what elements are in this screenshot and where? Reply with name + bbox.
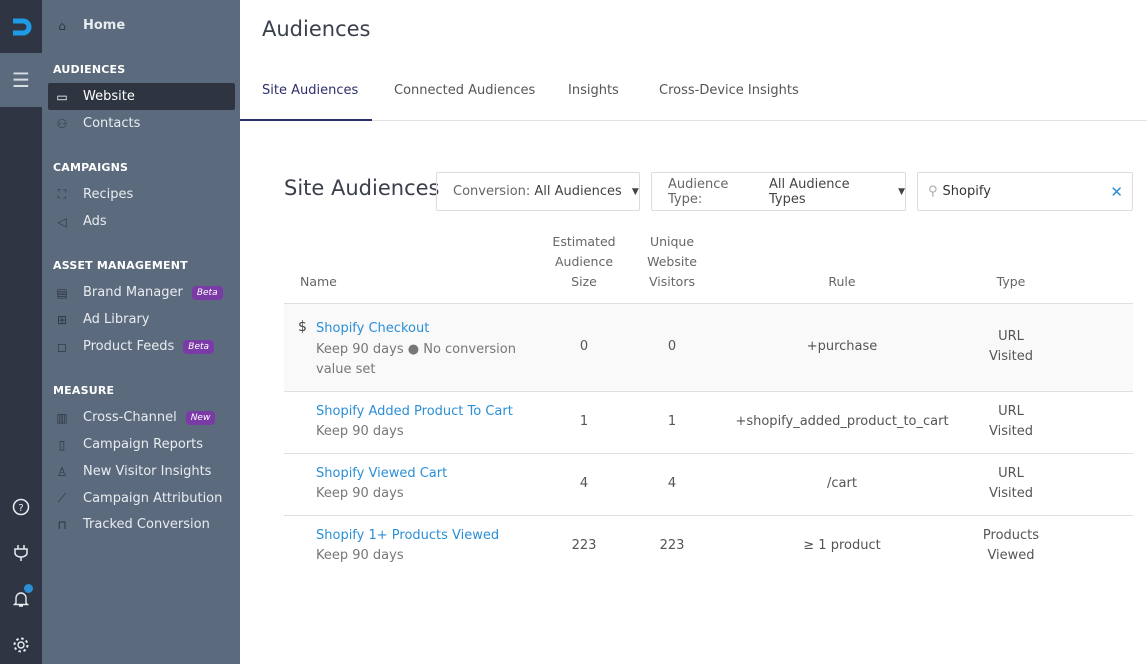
section-asset-management: ASSET MANAGEMENT [53,259,188,272]
beta-badge: Beta [191,285,223,300]
rule: /cart [827,476,857,491]
section-audiences: AUDIENCES [53,63,126,76]
col-name: Name [300,274,337,289]
line-chart-icon: ⟋ [57,491,67,505]
new-badge: New [185,410,216,425]
audience-details: Keep 90 days [316,548,404,563]
sidebar-item-product-feeds[interactable]: ◻ Product Feeds Beta [48,333,235,360]
section-measure: MEASURE [53,384,115,397]
type: URL Visited [989,329,1033,364]
audiences-table: $ Shopify Checkout Keep 90 days ● No con… [284,303,1133,578]
id-card-icon: ▤ [56,285,68,300]
plug-icon[interactable] [0,544,42,566]
bell-icon[interactable] [0,584,42,612]
type: Products Viewed [982,528,1040,563]
tab-site-audiences[interactable]: Site Audiences [262,83,359,98]
sidebar-item-website[interactable]: ▭ Website [48,83,235,110]
report-icon: ▯ [58,437,66,452]
tab-insights[interactable]: Insights [568,83,619,98]
sidebar-item-campaign-attribution[interactable]: ⟋ Campaign Attribution [48,485,235,512]
table-row[interactable]: Shopify 1+ Products Viewed Keep 90 days … [284,516,1133,578]
sidebar-item-tracked-conversion[interactable]: ⊓ Tracked Conversion [48,511,235,538]
sidebar-item-cross-channel[interactable]: ▥ Cross-Channel New [48,404,235,431]
sidebar-item-recipes[interactable]: ⛶ Recipes [48,181,235,208]
sitemap-icon: ⛶ [57,187,67,201]
rule: +shopify_added_product_to_cart [735,414,949,429]
type: URL Visited [989,404,1033,439]
sidebar-item-new-visitor-insights[interactable]: ♙ New Visitor Insights [48,458,235,485]
estimated-size: 4 [579,476,589,491]
table-row[interactable]: $ Shopify Checkout Keep 90 days ● No con… [284,304,1133,392]
home-icon: ⌂ [58,18,66,33]
unique-visitors: 223 [659,538,685,553]
estimated-size: 0 [579,339,589,354]
unique-visitors: 1 [667,414,677,429]
tab-connected-audiences[interactable]: Connected Audiences [394,83,536,98]
estimated-size: 1 [579,414,589,429]
tab-bar: Site Audiences Connected Audiences Insig… [240,70,1147,121]
gear-icon[interactable] [0,636,42,658]
section-heading: Site Audiences [284,176,440,200]
help-icon[interactable]: ? [0,498,42,520]
sidebar-item-brand-manager[interactable]: ▤ Brand Manager Beta [48,279,235,306]
audience-details: Keep 90 days ● No conversion value set [316,342,516,377]
sidebar-item-ad-library[interactable]: ⊞ Ad Library [48,306,235,333]
notification-dot [24,584,33,593]
binoculars-icon: ⊓ [57,517,67,532]
estimated-size: 223 [571,538,597,553]
chevron-down-icon: ▼ [631,186,639,197]
col-type: Type [996,274,1026,289]
unique-visitors: 0 [667,339,677,354]
col-estimated-size: Estimated Audience Size [552,234,616,289]
sidebar-item-home[interactable]: ⌂ Home [48,12,235,39]
main-content: Audiences Site Audiences Connected Audie… [240,0,1147,664]
user-clock-icon: ♙ [56,464,68,479]
beta-badge: Beta [183,339,215,354]
sidebar-item-campaign-reports[interactable]: ▯ Campaign Reports [48,431,235,458]
dollar-icon: $ [298,319,307,335]
icon-rail: ☰ ? [0,0,42,664]
tab-cross-device-insights[interactable]: Cross-Device Insights [659,83,799,98]
audience-details: Keep 90 days [316,424,404,439]
bag-icon: ◻ [57,339,67,354]
search-icon: ⚲ [928,184,938,199]
unique-visitors: 4 [667,476,677,491]
audience-name-link[interactable]: Shopify Checkout [316,321,430,336]
table-row[interactable]: Shopify Viewed Cart Keep 90 days 4 4 /ca… [284,454,1133,516]
rule: +purchase [806,339,878,354]
logo-icon[interactable] [0,0,42,53]
menu-icon[interactable]: ☰ [0,53,42,107]
bar-chart-icon: ▥ [56,410,68,425]
audience-type-dropdown[interactable]: Audience Type: All Audience Types ▼ [651,172,906,211]
audience-name-link[interactable]: Shopify Added Product To Cart [316,404,513,419]
col-unique-visitors: Unique Website Visitors [647,234,697,289]
megaphone-icon: ◁ [57,214,67,229]
chevron-down-icon: ▼ [898,186,905,197]
sidebar: ⌂ Home AUDIENCES ▭ Website ⚇ Contacts CAMPA… [42,0,240,664]
sidebar-item-ads[interactable]: ◁ Ads [48,208,235,235]
col-rule: Rule [828,274,856,289]
search-input[interactable]: ⚲ Shopify ✕ [917,172,1133,211]
section-campaigns: CAMPAIGNS [53,161,129,174]
type: URL Visited [989,466,1033,501]
active-tab-indicator [240,119,372,121]
conversion-dropdown[interactable]: Conversion: All Audiences ▼ [436,172,640,211]
browser-icon: ▭ [56,89,68,104]
table-row[interactable]: Shopify Added Product To Cart Keep 90 da… [284,392,1133,454]
audience-name-link[interactable]: Shopify Viewed Cart [316,466,448,481]
rule: ≥ 1 product [803,538,881,553]
audience-details: Keep 90 days [316,486,404,501]
sidebar-item-contacts[interactable]: ⚇ Contacts [48,110,235,137]
clear-search-icon[interactable]: ✕ [1110,182,1123,201]
audience-name-link[interactable]: Shopify 1+ Products Viewed [316,528,500,543]
grid-icon: ⊞ [56,312,68,327]
svg-text:?: ? [18,503,23,514]
people-icon: ⚇ [56,116,68,131]
page-title: Audiences [262,17,371,41]
